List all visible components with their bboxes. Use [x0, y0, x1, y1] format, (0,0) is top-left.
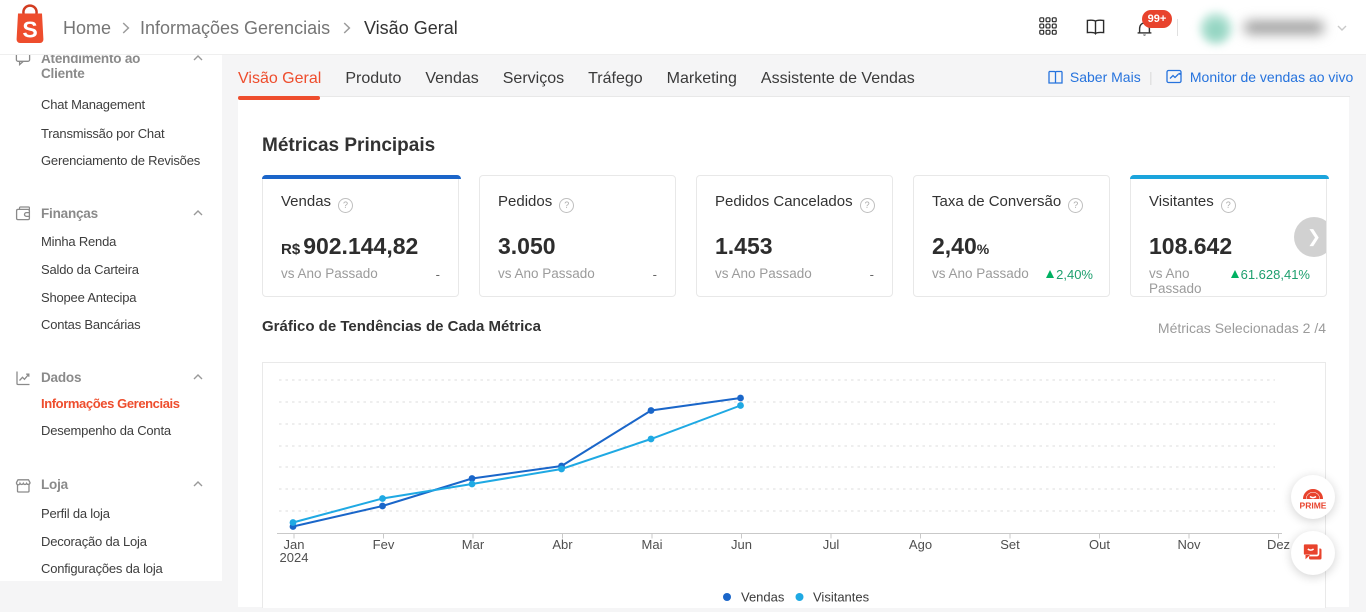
svg-text:2024: 2024: [280, 550, 309, 565]
svg-text:Ago: Ago: [909, 537, 932, 552]
svg-text:Jul: Jul: [823, 537, 840, 552]
svg-text:Jan: Jan: [284, 537, 305, 552]
svg-text:Vendas: Vendas: [741, 590, 785, 605]
svg-text:PRIME: PRIME: [1300, 501, 1327, 511]
svg-text:Nov: Nov: [1177, 537, 1201, 552]
svg-text:Fev: Fev: [373, 537, 395, 552]
svg-text:Visitantes: Visitantes: [813, 590, 870, 605]
svg-text:Dez: Dez: [1267, 537, 1290, 552]
svg-text:Mai: Mai: [642, 537, 663, 552]
svg-text:S: S: [22, 17, 37, 43]
svg-text:Out: Out: [1089, 537, 1110, 552]
svg-text:Jun: Jun: [731, 537, 752, 552]
svg-text:Abr: Abr: [552, 537, 573, 552]
svg-text:Set: Set: [1000, 537, 1020, 552]
svg-text:Mar: Mar: [462, 537, 485, 552]
